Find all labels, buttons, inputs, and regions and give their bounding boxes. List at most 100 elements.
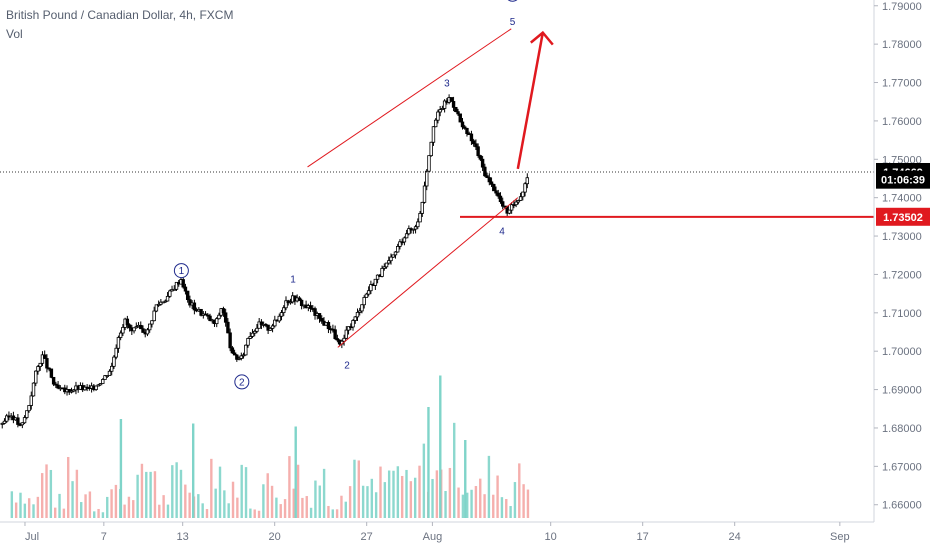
candle-body-up (436, 111, 440, 121)
candle (163, 299, 168, 303)
wave-circle (234, 374, 250, 390)
candle-body-up (273, 319, 277, 327)
candle-body-up (420, 201, 424, 214)
volume-bar (487, 455, 491, 518)
price-axis[interactable]: 1.790001.780001.770001.760001.750001.740… (874, 1, 922, 512)
volume-bar (10, 491, 14, 518)
volume-indicator-label: Vol (6, 27, 23, 41)
volume-bar (197, 494, 200, 518)
price-tick-label: 1.76000 (882, 116, 922, 128)
volume-bar (262, 484, 265, 518)
price-tick-label: 1.71000 (882, 308, 922, 320)
candle (150, 320, 154, 328)
candle (507, 209, 512, 215)
candle (451, 96, 456, 112)
candle-body-up (163, 300, 168, 303)
volume-bar (522, 484, 525, 518)
volume-bar (392, 470, 395, 518)
candle (239, 352, 244, 361)
candle (496, 189, 500, 199)
candle-body-down (181, 279, 185, 288)
candle (5, 413, 9, 423)
candle (485, 172, 489, 179)
volume-bar (210, 458, 213, 518)
volume-bar (387, 470, 391, 518)
candle (215, 317, 219, 328)
candle (384, 262, 389, 269)
candle-body-up (134, 326, 138, 329)
candle-body-up (116, 337, 121, 349)
candle-body-down (465, 127, 469, 134)
candle (449, 97, 454, 102)
candle (487, 173, 492, 186)
candle (40, 351, 45, 367)
candle (54, 381, 58, 389)
candle-body-up (152, 310, 156, 322)
candle (16, 413, 20, 428)
candle (454, 106, 458, 113)
volume-bar (101, 512, 105, 518)
candle (335, 334, 340, 343)
candle (391, 254, 395, 258)
price-tick-label: 1.73000 (882, 231, 922, 243)
candle-body-up (351, 320, 355, 328)
candle-body-up (244, 344, 248, 356)
volume-bar (114, 484, 118, 518)
volume-bar (45, 464, 48, 518)
volume-bar (162, 495, 165, 518)
price-tick-label: 1.72000 (882, 269, 922, 281)
volume-bar (335, 509, 339, 518)
candle (433, 118, 438, 128)
candle (413, 224, 418, 234)
candle-body-up (2, 420, 7, 424)
candle-body-up (375, 274, 380, 280)
candle (440, 105, 445, 111)
candle (270, 323, 275, 333)
candle (139, 321, 143, 330)
candle-body-up (391, 254, 395, 258)
candle (116, 335, 121, 353)
time-tick-label: 24 (729, 531, 741, 543)
candle-body-up (118, 332, 123, 338)
candle-body-up (413, 226, 418, 230)
volume-bar (457, 487, 460, 518)
candle (132, 327, 136, 334)
wave-label: 1 (290, 274, 296, 285)
volume-bar (244, 467, 248, 518)
volume-bar (93, 511, 96, 518)
candle-body-down (485, 175, 489, 178)
candle-body-down (56, 384, 60, 389)
candle (110, 362, 114, 376)
candle (288, 298, 293, 305)
candle-body-up (425, 170, 429, 187)
candle-body-down (449, 97, 454, 102)
volume-bar (127, 496, 131, 518)
candle-body-up (288, 301, 293, 304)
wave-label: 3 (444, 79, 450, 90)
candle-body-up (161, 301, 165, 304)
candle (38, 362, 42, 371)
candle-body-up (442, 100, 447, 109)
candle-body-up (277, 315, 281, 322)
candle (226, 318, 230, 334)
volume-bar (366, 486, 369, 518)
candle (181, 277, 185, 289)
wave-labels: 1 2 3 1 2 3 4 5 (173, 0, 518, 390)
volume-bar (361, 485, 365, 518)
candle (317, 313, 322, 323)
candle (103, 375, 107, 380)
volume-bar (370, 478, 374, 518)
candle (268, 327, 273, 331)
projection-arrow-shaft (516, 32, 545, 170)
candle-body-down (308, 305, 313, 309)
price-tick-label: 1.70000 (882, 346, 922, 358)
candle (165, 292, 170, 302)
candle-body-down (199, 308, 203, 316)
candle (393, 251, 398, 259)
volume-bar (526, 489, 530, 518)
time-axis[interactable]: Jul 7 13 20 27 Aug 10 17 24 Sep (24, 522, 850, 543)
candle-body-up (358, 310, 362, 313)
candle-body-down (512, 204, 516, 207)
candle (358, 307, 362, 316)
